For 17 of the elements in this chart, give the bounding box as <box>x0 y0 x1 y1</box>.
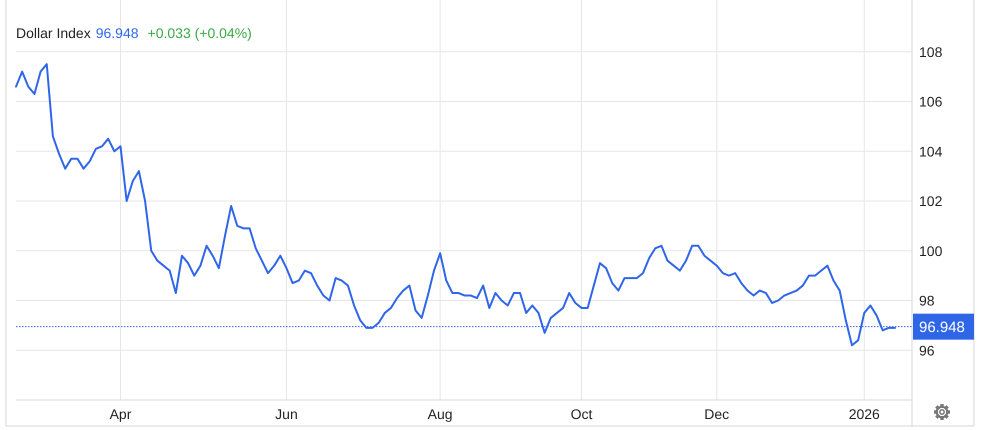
x-tick-label: 2026 <box>848 406 880 422</box>
ref-line-label: 96.948 <box>919 319 965 336</box>
x-tick-label: Dec <box>704 406 730 422</box>
y-tick-label: 100 <box>919 242 943 259</box>
x-tick-label: Aug <box>428 406 453 422</box>
text: Dollar Index <box>16 25 91 41</box>
x-tick-label: Jun <box>275 406 298 422</box>
annotation: +0.033 (+0.04%) <box>148 25 252 41</box>
y-tick-label: 106 <box>919 94 943 110</box>
annotation: 96.948 <box>96 25 139 41</box>
x-tick-label: Oct <box>570 406 593 422</box>
x-tick-label: Apr <box>110 406 132 422</box>
y-tick-label: 108 <box>919 44 943 60</box>
y-tick-label: 104 <box>919 143 943 160</box>
y-tick-label: 98 <box>919 292 935 308</box>
y-tick-label: 102 <box>919 193 943 209</box>
y-tick-label: 96 <box>919 342 935 358</box>
